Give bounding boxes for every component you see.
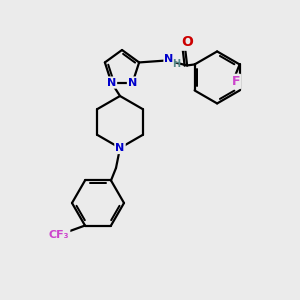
Text: N: N [164,54,174,64]
Text: N: N [116,143,124,153]
Text: N: N [107,78,116,88]
Text: H: H [172,59,180,69]
Text: N: N [128,78,137,88]
Text: CF₃: CF₃ [49,230,69,239]
Text: F: F [231,75,240,88]
Text: O: O [181,35,193,50]
